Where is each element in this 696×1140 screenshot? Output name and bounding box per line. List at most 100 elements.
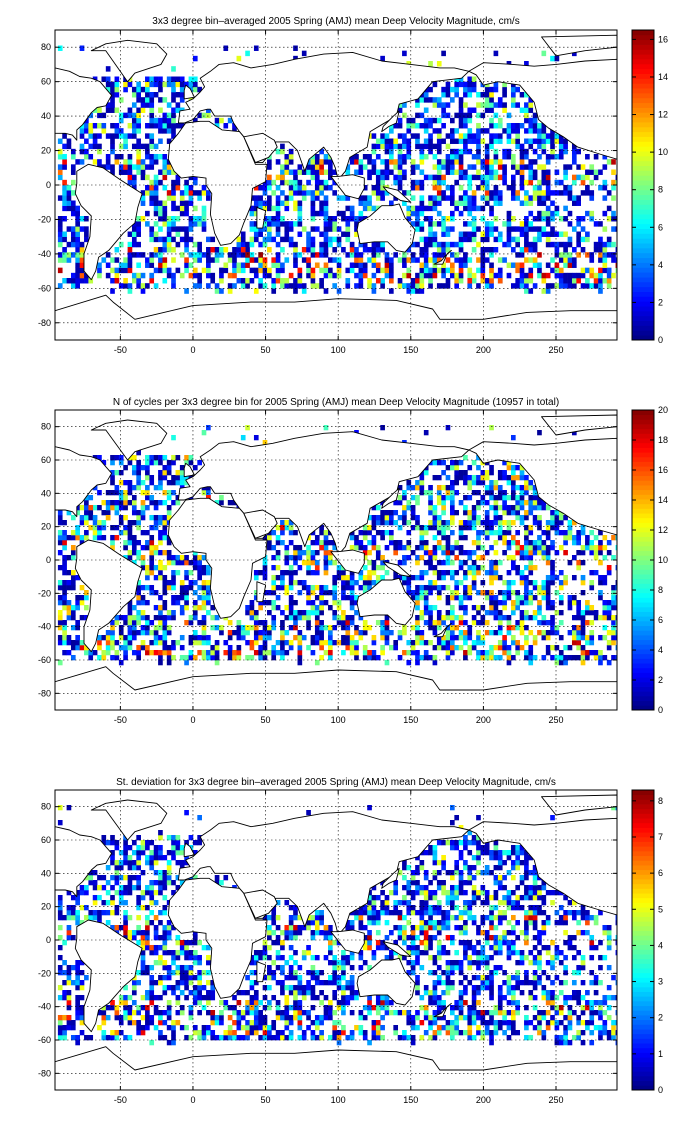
bin-cell: [463, 520, 468, 526]
bin-cell: [589, 550, 595, 556]
colorbar-segment: [632, 611, 654, 617]
bin-cell: [219, 1015, 224, 1021]
bin-cell: [332, 1020, 338, 1026]
bin-cell: [615, 174, 617, 181]
bin-cell: [550, 515, 555, 521]
bin-cell: [563, 216, 568, 222]
bin-cell: [563, 185, 568, 191]
bin-cell: [458, 76, 464, 82]
bin-cell: [114, 470, 120, 476]
bin-cell: [524, 500, 529, 506]
bin-cell: [101, 164, 107, 170]
bin-cell: [576, 550, 581, 556]
bin-cell: [123, 1035, 128, 1041]
bin-cell: [476, 123, 481, 129]
bin-cell: [175, 555, 181, 561]
panel-title: N of cycles per 3x3 degree bin for 2005 …: [113, 397, 559, 408]
bin-cell: [62, 630, 67, 636]
bin-cell: [127, 645, 133, 651]
colorbar-segment: [632, 39, 654, 45]
bin-cell: [127, 485, 133, 491]
bin-cell: [463, 112, 468, 119]
bin-cell: [118, 530, 124, 536]
bin-cell: [489, 247, 494, 253]
bin-cell: [419, 595, 425, 601]
bin-cell: [602, 625, 608, 631]
bin-cell: [449, 495, 455, 501]
bin-cell: [580, 1030, 586, 1036]
bin-cell: [545, 174, 551, 181]
bin-cell: [563, 655, 568, 661]
bin-cell: [262, 575, 268, 581]
bin-cell: [79, 505, 85, 511]
bin-cell: [92, 455, 98, 461]
bin-cell: [153, 545, 159, 551]
bin-cell: [153, 283, 159, 289]
bin-cell: [354, 1025, 359, 1031]
bin-cell: [140, 86, 146, 93]
bin-cell: [206, 1025, 211, 1031]
bin-cell: [567, 185, 573, 191]
bin-cell: [467, 257, 473, 263]
bin-cell: [558, 138, 564, 144]
bin-cell: [136, 92, 141, 98]
bin-cell: [537, 605, 542, 611]
bin-cell: [70, 272, 76, 279]
bin-cell: [297, 645, 303, 651]
colorbar-segment: [632, 649, 654, 655]
bin-cell: [136, 221, 141, 227]
bin-cell: [554, 655, 560, 661]
bin-cell: [158, 470, 163, 476]
bin-cell: [362, 535, 368, 541]
bin-cell: [397, 143, 403, 150]
bin-cell: [267, 1030, 272, 1036]
bin-cell: [558, 655, 564, 661]
bin-cell: [515, 128, 521, 134]
bin-cell: [524, 128, 529, 134]
bin-cell: [66, 585, 72, 591]
bin-cell: [506, 540, 512, 546]
bin-cell: [284, 231, 290, 237]
bin-cell: [550, 210, 555, 217]
bin-cell: [537, 138, 542, 144]
bin-cell: [615, 580, 617, 586]
bin-cell: [524, 61, 529, 67]
bin-cell: [541, 540, 547, 546]
bin-cell: [580, 575, 586, 581]
bin-cell: [75, 605, 80, 611]
bin-cell: [75, 505, 80, 511]
bin-cell: [471, 550, 477, 556]
bin-cell: [66, 252, 72, 258]
bin-cell: [384, 133, 390, 139]
bin-cell: [537, 1020, 542, 1026]
bin-cell: [515, 143, 521, 150]
bin-cell: [410, 510, 416, 516]
bin-cell: [57, 252, 63, 258]
bin-cell: [428, 138, 433, 144]
bin-cell: [105, 102, 111, 108]
colorbar-segment: [632, 475, 654, 481]
bin-cell: [267, 185, 272, 191]
bin-cell: [118, 630, 124, 636]
bin-cell: [293, 1005, 298, 1011]
bin-cell: [545, 133, 551, 139]
bin-cell: [502, 535, 507, 541]
bin-cell: [236, 1035, 242, 1041]
bin-cell: [489, 278, 494, 284]
bin-cell: [380, 174, 385, 181]
bin-cell: [184, 185, 189, 191]
colorbar-segment: [632, 88, 654, 94]
bin-cell: [541, 590, 547, 596]
bin-cell: [201, 221, 207, 227]
bin-cell: [484, 520, 490, 526]
bin-cell: [57, 216, 63, 222]
bin-cell: [358, 615, 364, 621]
bin-cell: [275, 267, 281, 274]
bin-cell: [428, 283, 433, 289]
bin-cell: [158, 550, 163, 556]
bin-cell: [371, 570, 377, 576]
bin-cell: [166, 81, 172, 88]
bin-cell: [66, 257, 72, 263]
bin-cell: [541, 635, 547, 641]
colorbar-segment: [632, 456, 654, 462]
